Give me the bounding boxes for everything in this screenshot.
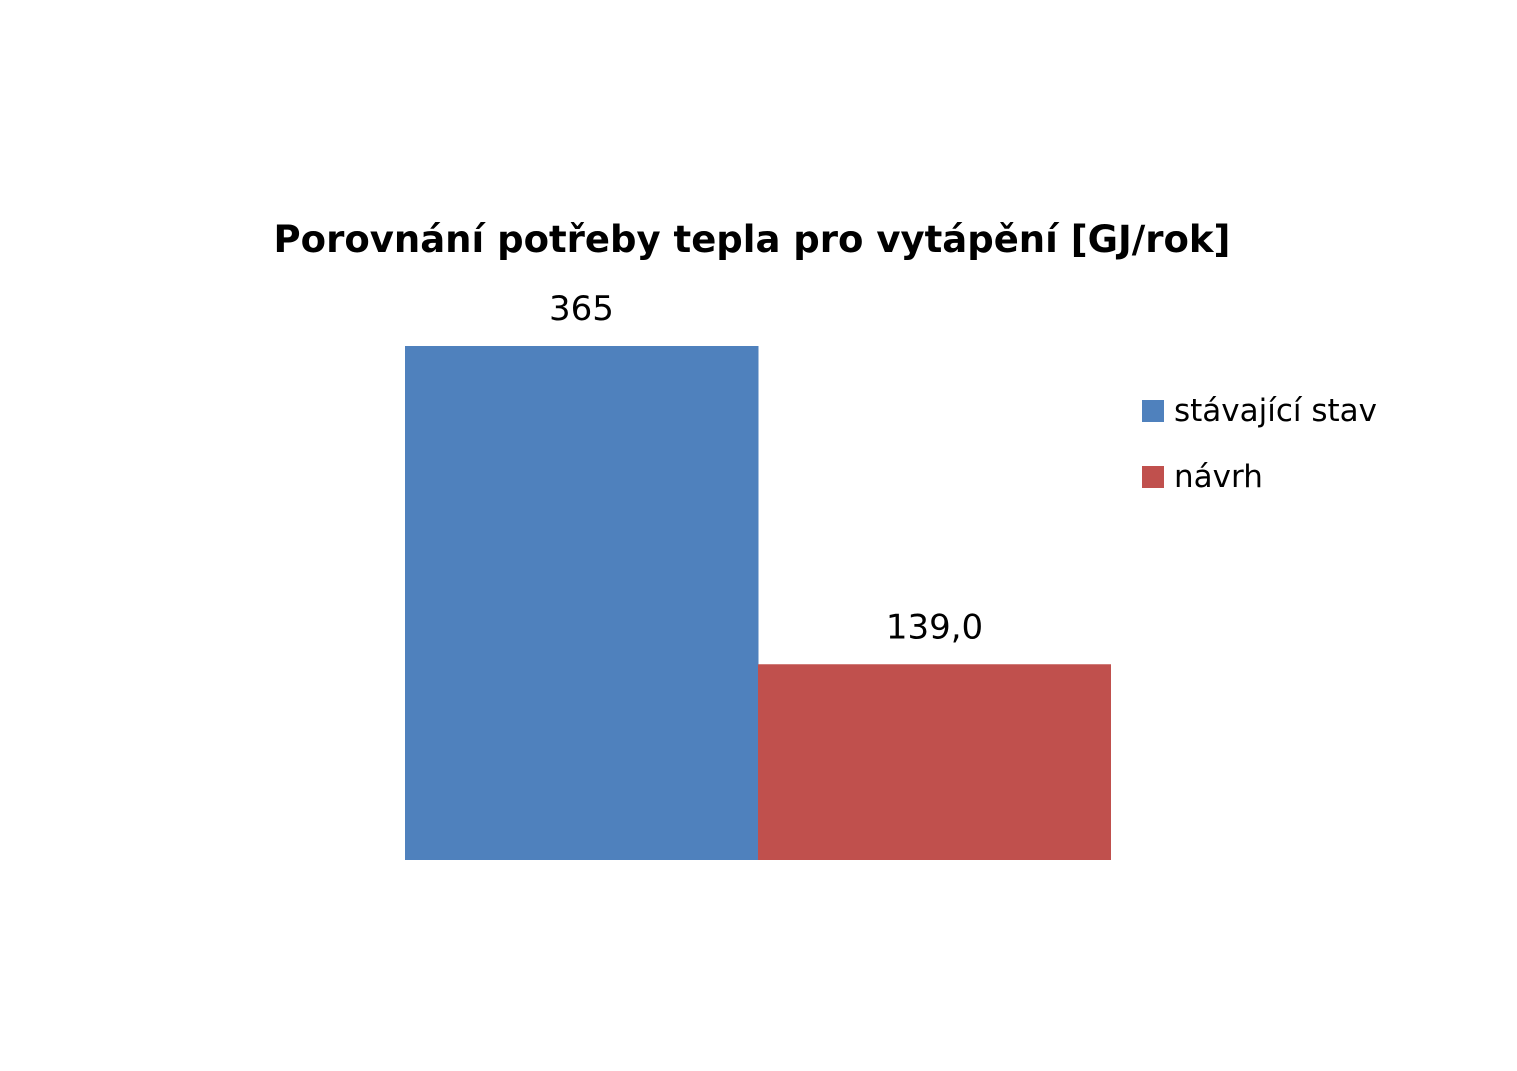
bar-navrh: [758, 664, 1111, 860]
legend-item-stavajici-stav: stávající stav: [1142, 393, 1377, 429]
data-label-stavajici-stav: 365: [549, 289, 614, 329]
legend-label: stávající stav: [1174, 393, 1377, 429]
legend-swatch: [1142, 400, 1164, 422]
chart-title: Porovnání potřeby tepla pro vytápění [GJ…: [274, 218, 1231, 261]
bars-group: [405, 346, 1111, 860]
data-label-navrh: 139,0: [886, 607, 983, 647]
data-labels-group: 365 139,0: [549, 289, 983, 647]
bar-stavajici-stav: [405, 346, 759, 860]
legend-label: návrh: [1174, 459, 1263, 495]
legend-swatch: [1142, 466, 1164, 488]
legend-item-navrh: návrh: [1142, 459, 1263, 495]
legend: stávající stav návrh: [1142, 393, 1377, 495]
